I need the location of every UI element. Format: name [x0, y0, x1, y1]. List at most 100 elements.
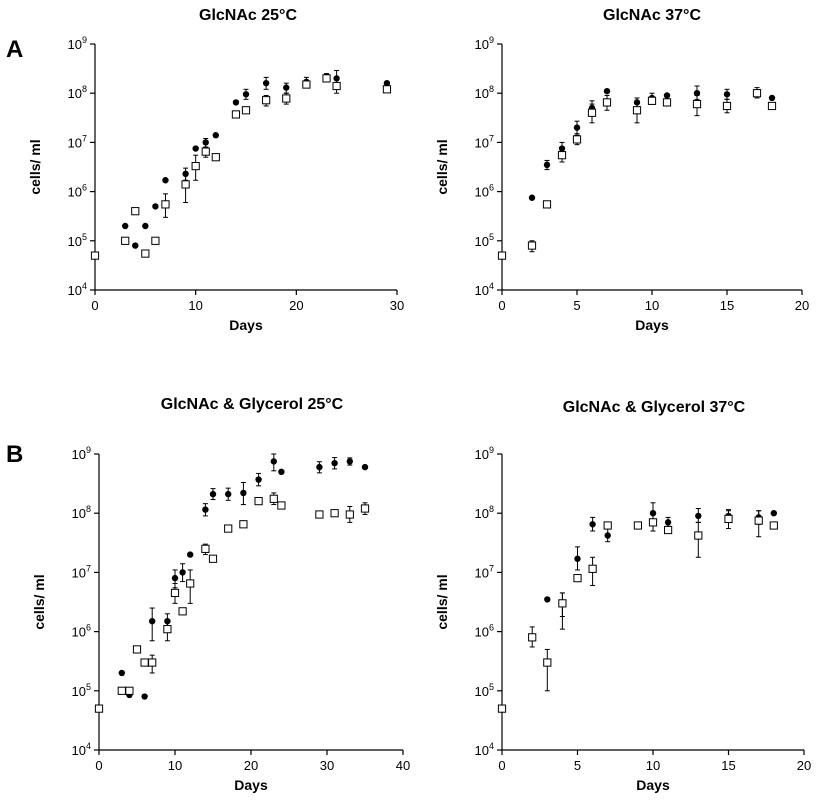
x-tick-label: 20 [289, 298, 303, 313]
data-point-circle [283, 84, 290, 91]
series-1 [498, 502, 777, 712]
data-point-square [254, 497, 263, 506]
data-point-square [208, 554, 218, 563]
data-point-circle [573, 124, 581, 131]
data-point-circle [768, 94, 776, 102]
y-tick-label: 108 [475, 84, 494, 101]
data-point-square [170, 588, 180, 598]
series-2 [90, 74, 392, 260]
data-point-circle [693, 90, 701, 97]
series-1 [498, 85, 776, 259]
data-point-circle [663, 92, 671, 99]
data-point-square [754, 516, 763, 525]
data-point-square [360, 504, 370, 513]
data-point-circle [544, 596, 551, 603]
data-point-square [528, 633, 537, 642]
plot-title: GlcNAc & Glycerol 25°C [161, 396, 344, 413]
data-point-square [527, 241, 537, 250]
x-tick-label: 0 [498, 758, 505, 773]
x-tick-label: 20 [795, 298, 809, 313]
x-axis-label: Days [635, 317, 669, 333]
data-point-square [633, 521, 642, 530]
data-point-circle [122, 222, 129, 230]
data-point-circle [543, 161, 551, 169]
data-point-square [163, 625, 172, 634]
data-point-circle [152, 203, 159, 210]
data-point-square [692, 100, 702, 109]
y-tick-label: 108 [72, 504, 91, 521]
y-tick-label: 108 [475, 504, 494, 521]
data-point-square [573, 574, 582, 583]
x-tick-label: 20 [797, 758, 811, 773]
data-point-circle [528, 194, 536, 201]
data-point-circle [118, 669, 126, 677]
y-tick-label: 105 [475, 232, 494, 249]
data-point-square [117, 686, 126, 695]
data-point-circle [142, 222, 149, 230]
data-point-square [121, 236, 130, 245]
data-point-circle [770, 510, 777, 517]
data-point-circle [171, 574, 179, 582]
plot-title: GlcNAc 37°C [603, 7, 701, 24]
y-tick-label: 108 [68, 84, 87, 101]
data-point-circle [232, 99, 240, 106]
data-point-square [724, 514, 733, 524]
data-point-square [161, 200, 170, 209]
data-point-circle [179, 569, 186, 576]
y-axis-label: cells/ ml [434, 574, 450, 629]
y-tick-label: 107 [72, 563, 91, 580]
data-point-square [224, 524, 233, 533]
x-tick-label: 15 [721, 758, 735, 773]
data-point-circle [212, 132, 219, 139]
data-point-square [201, 544, 210, 553]
data-point-circle [278, 468, 285, 476]
x-tick-label: 10 [168, 758, 182, 773]
y-tick-label: 106 [475, 623, 494, 640]
y-axis-label: cells/ ml [434, 139, 450, 194]
data-point-square [648, 518, 658, 527]
data-point-square [647, 96, 657, 105]
x-tick-label: 40 [396, 758, 410, 773]
data-point-circle [192, 145, 199, 152]
y-tick-label: 104 [68, 281, 87, 298]
x-tick-label: 0 [498, 298, 505, 313]
data-point-circle [225, 490, 232, 498]
x-axis-label: Days [636, 777, 670, 793]
data-point-circle [664, 519, 672, 526]
data-point-circle [182, 170, 189, 178]
x-tick-label: 20 [244, 758, 258, 773]
x-tick-label: 10 [646, 758, 660, 773]
data-point-square [241, 106, 251, 115]
data-point-square [269, 494, 278, 503]
plot-4: GlcNAc & Glycerol 37°C104105106107108109… [434, 399, 811, 793]
data-point-square [332, 81, 341, 91]
data-point-square [322, 74, 331, 83]
data-point-square [722, 101, 732, 111]
data-point-circle [262, 79, 270, 87]
data-point-square [148, 658, 157, 667]
y-tick-label: 109 [72, 445, 91, 462]
x-tick-label: 5 [573, 298, 580, 313]
data-point-square [382, 85, 392, 94]
x-tick-label: 10 [645, 298, 659, 313]
data-point-square [587, 108, 597, 117]
y-tick-label: 106 [72, 623, 91, 640]
x-tick-label: 10 [188, 298, 202, 313]
y-tick-label: 107 [68, 133, 87, 150]
data-point-square [543, 658, 552, 667]
plot-3: GlcNAc & Glycerol 25°C 104 105 106 107 108 109… [31, 396, 410, 793]
data-point-circle [574, 555, 581, 562]
data-point-square [131, 207, 140, 216]
data-point-square [262, 96, 271, 105]
y-tick-label: 104 [475, 741, 494, 758]
data-point-square [186, 579, 195, 588]
data-point-square [125, 686, 134, 695]
data-point-square [277, 501, 286, 510]
plot-1: GlcNAc 25°C 104 105 106 107 108 109 0 10 20 30 Days… [27, 7, 404, 333]
y-tick-label: 104 [475, 281, 494, 298]
data-point-circle [589, 521, 596, 528]
panel-label-b: B [6, 441, 23, 468]
data-point-square [662, 98, 672, 107]
data-point-square [769, 521, 778, 530]
data-point-square [151, 236, 160, 245]
